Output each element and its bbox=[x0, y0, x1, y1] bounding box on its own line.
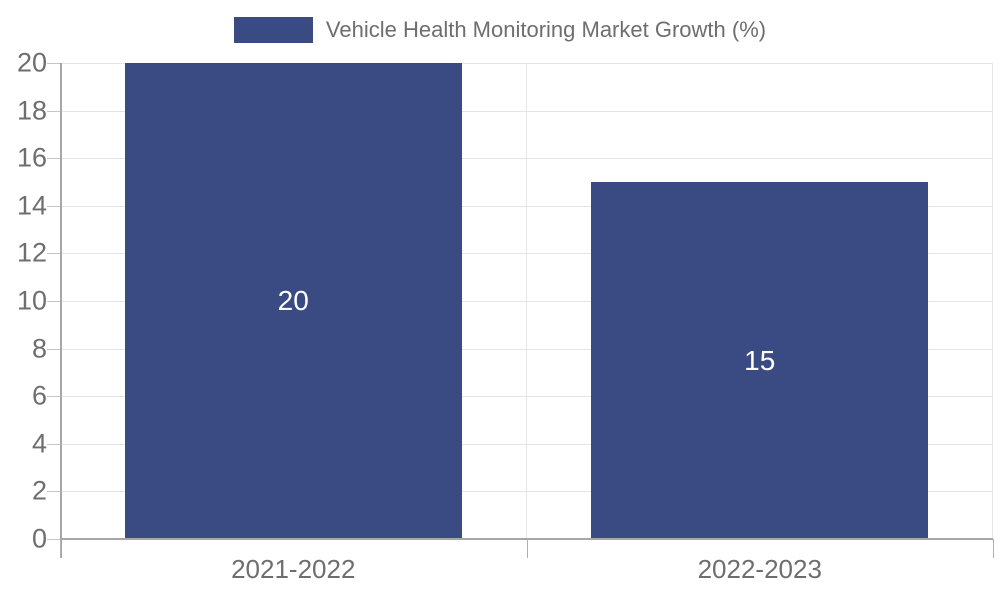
bar[interactable] bbox=[124, 63, 462, 539]
legend-label: Vehicle Health Monitoring Market Growth … bbox=[325, 17, 767, 42]
bar-value-label: 20 bbox=[277, 285, 309, 316]
y-axis-tick-label: 10 bbox=[16, 285, 47, 316]
y-axis-tick-label: 12 bbox=[16, 237, 47, 268]
y-axis-tick bbox=[47, 63, 60, 64]
y-axis-tick bbox=[47, 539, 60, 540]
gridline-horizontal bbox=[60, 158, 993, 160]
gridline-vertical bbox=[525, 63, 527, 539]
gridline-horizontal bbox=[60, 491, 993, 493]
gridline-horizontal bbox=[60, 63, 993, 64]
x-axis-tick bbox=[993, 539, 994, 558]
gridline-horizontal bbox=[60, 205, 993, 207]
y-axis-tick bbox=[47, 396, 60, 398]
gridline-horizontal bbox=[60, 443, 993, 445]
y-axis-tick-label: 0 bbox=[31, 523, 47, 554]
plot-area: 20 15 bbox=[60, 63, 993, 558]
bar[interactable] bbox=[591, 182, 929, 539]
y-axis-tick bbox=[47, 205, 60, 207]
legend-item[interactable]: Vehicle Health Monitoring Market Growth … bbox=[0, 12, 1000, 48]
gridline-horizontal bbox=[60, 253, 993, 255]
y-axis-tick bbox=[47, 301, 60, 302]
y-axis-tick bbox=[47, 443, 60, 445]
y-axis-tick bbox=[47, 253, 60, 255]
gridline-horizontal bbox=[60, 396, 993, 398]
legend-swatch-icon bbox=[233, 17, 313, 43]
x-axis-category-label: 2021-2022 bbox=[231, 554, 356, 584]
bar-value-label: 15 bbox=[744, 344, 776, 376]
y-axis-tick-label: 20 bbox=[16, 47, 47, 78]
gridline-vertical bbox=[992, 63, 993, 539]
x-axis-tick bbox=[60, 539, 61, 558]
y-axis-tick-label: 6 bbox=[31, 380, 47, 411]
gridline-horizontal bbox=[60, 301, 993, 302]
y-axis-tick-label: 4 bbox=[31, 428, 47, 459]
x-axis-tick bbox=[526, 539, 528, 558]
gridline-horizontal bbox=[60, 110, 993, 112]
y-axis-tick bbox=[47, 348, 60, 350]
y-axis-line bbox=[60, 63, 62, 558]
y-axis-tick-label: 2 bbox=[31, 475, 47, 506]
x-axis-category-label: 2022-2023 bbox=[697, 554, 822, 584]
y-axis-tick-label: 18 bbox=[16, 95, 47, 126]
gridline-horizontal bbox=[60, 348, 993, 350]
y-axis-tick bbox=[47, 491, 60, 493]
y-axis-tick-label: 16 bbox=[16, 142, 47, 173]
y-axis-tick bbox=[47, 158, 60, 160]
y-axis-tick-label: 14 bbox=[16, 190, 47, 221]
y-axis-tick-label: 8 bbox=[31, 333, 47, 364]
y-axis-tick bbox=[47, 110, 60, 112]
